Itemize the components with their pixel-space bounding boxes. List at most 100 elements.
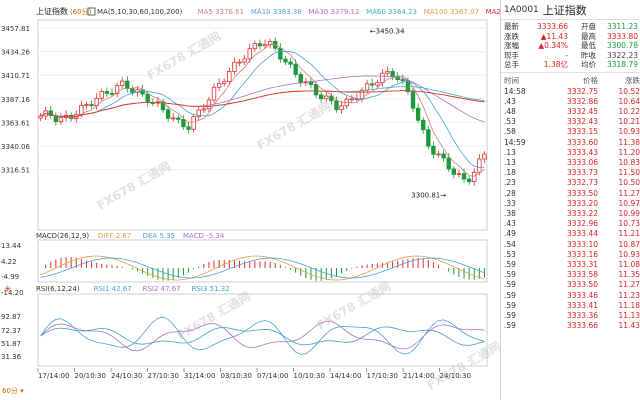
quote-title: 1A0001 上证指数 xyxy=(501,0,640,20)
candle-body xyxy=(257,43,263,47)
candle-body xyxy=(364,83,370,91)
trade-price: 3333.60 xyxy=(566,137,598,147)
period-label[interactable]: 60分 xyxy=(2,387,18,395)
rsi-line xyxy=(40,316,485,355)
quote-value: 3311.23 xyxy=(606,22,638,31)
trade-row: .59 3333.58 11.35 xyxy=(501,270,640,280)
trade-row: .59 3333.50 11.27 xyxy=(501,280,640,290)
macd-axis-label: 13.44 xyxy=(1,242,22,250)
trade-row: .59 3333.46 11.23 xyxy=(501,291,640,301)
candle-body xyxy=(104,91,110,94)
price-axis-label: 3363.61 xyxy=(1,119,30,127)
macd-axis-label: -14.20 xyxy=(1,289,24,297)
macd-diff-line xyxy=(40,255,485,281)
trade-time: .53 xyxy=(504,117,516,127)
quote-value: 3333.80 xyxy=(606,31,638,41)
candle-body xyxy=(120,80,125,86)
candle-body xyxy=(288,61,293,65)
candle-body xyxy=(283,58,288,63)
trade-change: 10.97 xyxy=(618,198,640,208)
trade-change: 10.93 xyxy=(618,249,640,259)
trade-change: 10.21 xyxy=(618,117,640,127)
date-axis-label: 03/10:30 xyxy=(221,372,252,380)
candle-body xyxy=(324,95,329,100)
candle-body xyxy=(165,109,171,119)
quote-value: 3322.23 xyxy=(606,50,638,60)
trade-time: .54 xyxy=(504,239,516,249)
chart-title: 上证指数 xyxy=(36,6,68,16)
date-axis-label: 24/10:30 xyxy=(111,372,142,380)
chart-area[interactable]: 上证指数 (60分) MA(5,10,30,60,100,200) MA5 3376.… xyxy=(0,0,510,400)
trade-change: 11.08 xyxy=(618,259,640,269)
candle-body xyxy=(390,71,395,77)
trade-change: 10.64 xyxy=(618,96,640,106)
candle-body xyxy=(222,81,227,84)
trade-row: .43 3332.86 10.64 xyxy=(501,97,640,107)
candle-body xyxy=(267,41,273,45)
date-axis-label: 27/10:30 xyxy=(148,372,179,380)
trade-price: 3333.15 xyxy=(566,127,598,137)
candle-body xyxy=(482,153,487,160)
candle-body xyxy=(436,153,441,156)
candle-body xyxy=(216,83,222,88)
trade-row: .33 3333.20 10.97 xyxy=(501,199,640,209)
trade-time: .13 xyxy=(504,147,516,157)
candle-body xyxy=(242,58,247,63)
quote-value: ▲11.43 xyxy=(540,31,568,41)
trade-time: .13 xyxy=(504,157,516,167)
candle-body xyxy=(171,117,176,120)
rsi-line xyxy=(40,320,485,352)
candle-body xyxy=(456,173,462,176)
stock-code: 1A0001 xyxy=(504,4,539,15)
candle-body xyxy=(211,86,217,101)
trade-price: 3333.43 xyxy=(566,147,598,157)
trade-row: .59 3333.36 11.13 xyxy=(501,311,640,321)
candle-body xyxy=(99,91,104,99)
trade-row: .13 3333.43 11.20 xyxy=(501,148,640,158)
trade-price: 3332.75 xyxy=(566,86,598,96)
trades-list[interactable]: 14:58 3332.75 10.52 .43 3332.86 10.64 .48 3332.… xyxy=(501,87,640,332)
quote-label: 最低 xyxy=(581,41,596,50)
candle-body xyxy=(53,115,59,123)
candle-body xyxy=(130,88,135,93)
date-axis-label: 31/14:00 xyxy=(184,372,215,380)
candle-body xyxy=(114,84,120,94)
low-annotation: 3300.81→ xyxy=(411,191,446,199)
trade-change: 10.52 xyxy=(618,86,640,96)
rsi-legend-item: RSI3 51.32 xyxy=(192,285,230,293)
trade-change: 11.18 xyxy=(618,300,640,310)
trade-row: .23 3332.73 10.50 xyxy=(501,178,640,188)
high-annotation: ←3450.34 xyxy=(370,27,405,35)
trade-price: 3332.45 xyxy=(566,106,598,116)
period-selector[interactable]: 60分 ▾ xyxy=(2,386,24,396)
candle-body xyxy=(206,99,212,110)
candle-body xyxy=(477,158,482,173)
trade-time: .28 xyxy=(504,188,516,198)
watermark-text: FX678 汇通网 xyxy=(254,98,333,152)
trade-row: .59 3333.66 11.43 xyxy=(501,321,640,331)
candle-body xyxy=(451,168,457,175)
candle-body xyxy=(58,117,64,123)
dropdown-arrow-icon[interactable]: ▾ xyxy=(17,387,24,395)
trade-time: .59 xyxy=(504,310,516,320)
trade-price: 3333.50 xyxy=(566,188,598,198)
price-axis-label: 3387.16 xyxy=(1,96,30,104)
rsi-axis-label: 72.37 xyxy=(1,327,21,335)
trade-change: 11.35 xyxy=(618,270,640,280)
price-axis-label: 3410.71 xyxy=(1,72,30,80)
trade-time: .59 xyxy=(504,270,516,280)
ma-legend-item: MA(5,10,30,60,100,200) xyxy=(97,8,183,16)
candle-body xyxy=(84,104,89,106)
trade-price: 3332.43 xyxy=(566,117,598,127)
trade-change: 11.21 xyxy=(618,229,640,239)
kline-chart[interactable]: 上证指数 (60分) MA(5,10,30,60,100,200) MA5 3376.… xyxy=(0,0,510,400)
candle-body xyxy=(334,100,339,111)
date-axis-label: 07/14:00 xyxy=(257,372,288,380)
trade-price: 3333.06 xyxy=(566,157,598,167)
trade-row: .59 3333.31 11.08 xyxy=(501,260,640,270)
candle-body xyxy=(313,84,319,96)
candle-body xyxy=(375,82,380,86)
macd-axis-label: 4.22 xyxy=(1,258,17,266)
candle-body xyxy=(227,71,232,82)
candle-body xyxy=(181,119,186,128)
